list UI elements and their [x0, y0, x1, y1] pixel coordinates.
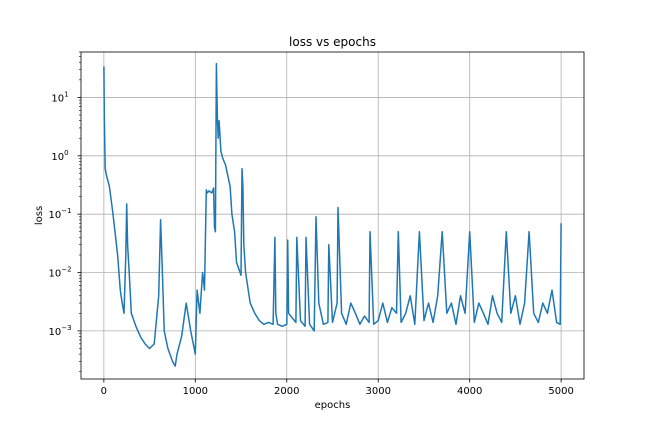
y-axis-label: loss: [34, 206, 45, 225]
x-tick-label: 3000: [366, 386, 391, 397]
y-tick-exponent: −2: [61, 266, 71, 274]
y-tick-exponent: 0: [64, 149, 68, 157]
x-tick-label: 1000: [183, 386, 208, 397]
y-tick-base: 10: [48, 210, 61, 221]
y-tick-label: 10−1: [48, 207, 71, 221]
x-axis-label: epochs: [315, 400, 351, 411]
y-tick-base: 10: [48, 327, 61, 338]
x-tick-label: 0: [101, 386, 107, 397]
x-tick-label: 2000: [274, 386, 299, 397]
x-tick-label: 4000: [457, 386, 482, 397]
series-line-0: [103, 62, 562, 367]
y-tick-exponent: −1: [61, 207, 71, 215]
line-layer: [103, 62, 562, 367]
chart-title: loss vs epochs: [289, 35, 376, 49]
y-tick-base: 10: [48, 269, 61, 280]
y-tick-label: 100: [51, 149, 68, 163]
x-tick-label: 5000: [548, 386, 573, 397]
y-tick-label: 10−3: [48, 324, 71, 338]
plot-frame: [80, 51, 585, 380]
y-tick-base: 10: [51, 152, 64, 163]
y-tick-label: 10−2: [48, 266, 71, 280]
y-tick-exponent: −3: [61, 324, 71, 332]
y-tick-label: 101: [51, 90, 68, 104]
y-tick-exponent: 1: [64, 90, 68, 98]
y-tick-base: 10: [51, 93, 64, 104]
